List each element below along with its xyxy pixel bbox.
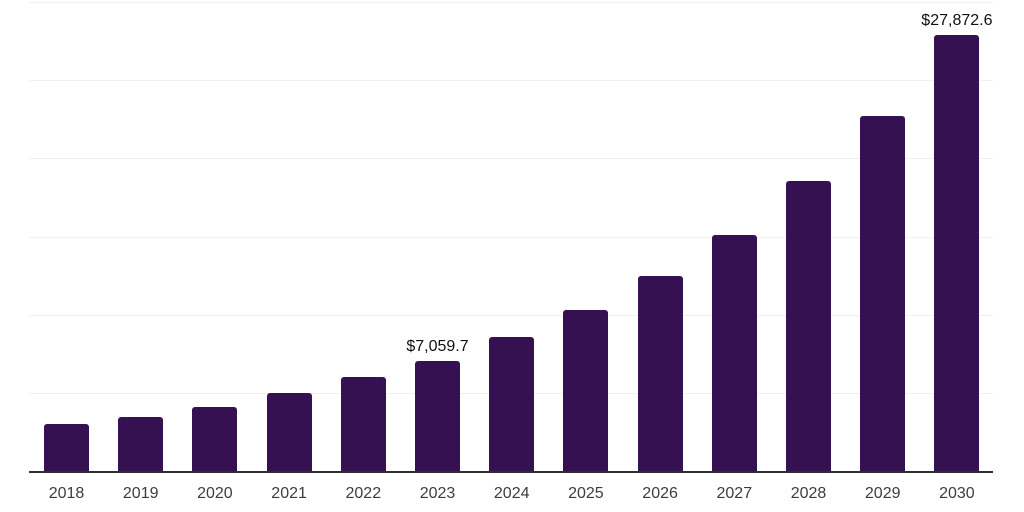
- x-tick-label-2029: 2029: [864, 485, 901, 502]
- bar-2020: [192, 406, 238, 471]
- gridline-10000: [29, 315, 993, 316]
- data-label-2030: $27,872.6: [921, 12, 993, 30]
- x-tick-label-2022: 2022: [345, 485, 382, 502]
- x-tick-label-2030: 2030: [939, 485, 975, 502]
- gridline-15000: [29, 237, 993, 238]
- gridline-30000: [29, 2, 993, 3]
- bar-2023: [415, 360, 460, 471]
- x-axis-line: [29, 471, 993, 473]
- x-tick-label-2026: 2026: [642, 485, 678, 502]
- bar-2019: [118, 416, 164, 471]
- x-tick-label-2021: 2021: [271, 485, 307, 502]
- x-tick-label-2024: 2024: [493, 485, 530, 502]
- bar-2028: [786, 180, 831, 471]
- bar-2029: [860, 115, 906, 471]
- bar-2018: [44, 423, 89, 471]
- bar-2026: [637, 275, 683, 471]
- gridline-25000: [29, 80, 993, 81]
- bar-2021: [266, 393, 312, 471]
- bar-2027: [711, 234, 757, 471]
- x-tick-label-2025: 2025: [568, 485, 604, 502]
- x-tick-label-2028: 2028: [790, 485, 827, 502]
- bar-2022: [340, 377, 386, 471]
- x-tick-label-2019: 2019: [122, 485, 159, 502]
- x-tick-label-2020: 2020: [197, 485, 233, 502]
- bar-2030: [934, 35, 980, 471]
- gridline-20000: [29, 158, 993, 159]
- bar-2024: [489, 337, 535, 471]
- x-tick-label-2027: 2027: [716, 485, 753, 502]
- bar-2025: [563, 309, 609, 471]
- x-tick-label-2018: 2018: [48, 485, 85, 502]
- x-tick-label-2023: 2023: [419, 485, 456, 502]
- data-label-2023: $7,059.7: [406, 337, 469, 355]
